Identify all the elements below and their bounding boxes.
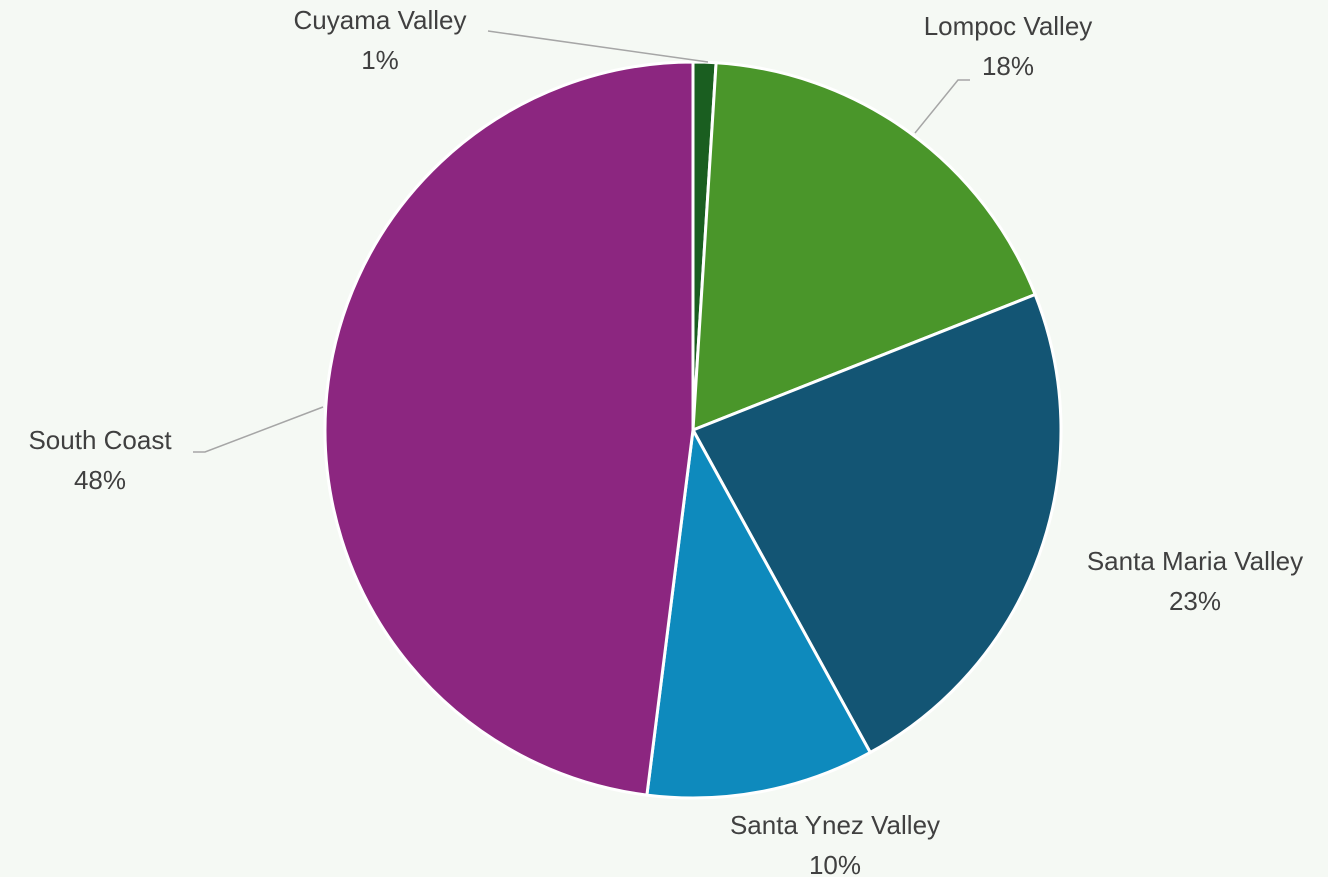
- slice: [691, 61, 1038, 433]
- leader-line: [914, 79, 970, 134]
- leader-line: [193, 406, 324, 453]
- slice-label: Santa Maria Valley: [1087, 546, 1303, 576]
- slice-value-label: 10%: [809, 850, 861, 877]
- pie: [323, 60, 1063, 800]
- slice-label: South Coast: [28, 425, 172, 455]
- slice-value-label: 18%: [982, 51, 1034, 81]
- slice-label: Cuyama Valley: [294, 5, 467, 35]
- slice-label: Santa Ynez Valley: [730, 810, 940, 840]
- slice: [690, 292, 1063, 755]
- slice-label: Lompoc Valley: [924, 11, 1093, 41]
- slice: [645, 425, 873, 800]
- slice-value-label: 1%: [361, 45, 399, 75]
- slice: [323, 60, 695, 797]
- slice-value-label: 48%: [74, 465, 126, 495]
- slice-value-label: 23%: [1169, 586, 1221, 616]
- leader-line: [487, 30, 709, 63]
